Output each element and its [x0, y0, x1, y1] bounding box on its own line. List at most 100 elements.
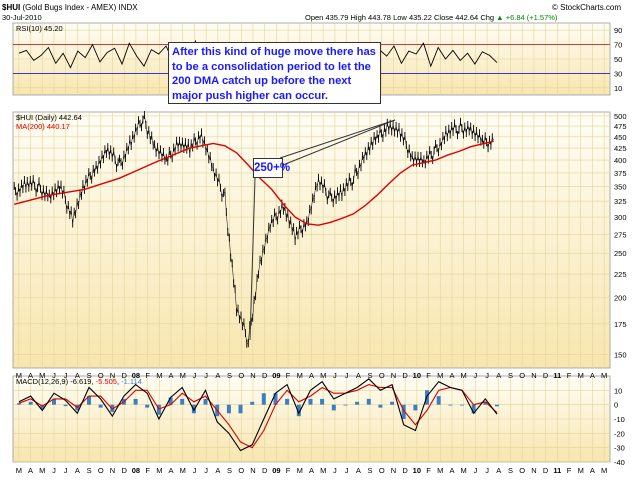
- macd-x-tick-label: J: [193, 466, 197, 475]
- macd-histogram-bar: [495, 404, 499, 407]
- x-tick-label: N: [531, 371, 536, 380]
- macd-histogram-bar: [133, 398, 138, 405]
- macd-histogram-bar: [308, 398, 313, 405]
- macd-histogram-bar: [378, 404, 383, 408]
- macd-x-tick-label: A: [75, 466, 80, 475]
- x-tick-label: J: [52, 371, 56, 380]
- macd-x-tick-label: J: [52, 466, 56, 475]
- macd-x-tick-label: D: [262, 466, 268, 475]
- x-tick-label: D: [402, 371, 408, 380]
- macd-y-tick: -30: [614, 444, 625, 453]
- x-tick-label: 10: [413, 371, 421, 380]
- macd-x-tick-label: F: [426, 466, 431, 475]
- x-tick-label: M: [39, 371, 45, 380]
- price-y-tick: 300: [614, 213, 627, 222]
- macd-x-tick-label: J: [345, 466, 349, 475]
- macd-x-tick-label: F: [286, 466, 291, 475]
- x-tick-label: F: [286, 371, 291, 380]
- x-tick-label: O: [519, 371, 525, 380]
- callout-pointer-upper: [279, 119, 396, 159]
- price-y-tick: 250: [614, 249, 627, 258]
- macd-x-tick-label: A: [215, 466, 220, 475]
- x-tick-label: F: [567, 371, 572, 380]
- x-tick-label: D: [543, 371, 549, 380]
- x-tick-label: M: [461, 371, 467, 380]
- x-tick-label: J: [345, 371, 349, 380]
- price-y-tick: 275: [614, 230, 627, 239]
- macd-histogram-bar: [483, 401, 488, 405]
- macd-x-tick-label: M: [39, 466, 45, 475]
- rsi-y-tick: 10: [614, 84, 622, 93]
- macd-x-tick-label: S: [227, 466, 232, 475]
- rsi-y-tick: 50: [614, 55, 622, 64]
- macd-histogram-bar: [156, 404, 161, 415]
- macd-histogram-bar: [238, 404, 243, 414]
- price-y-tick: 375: [614, 169, 627, 178]
- macd-x-tick-label: M: [461, 466, 467, 475]
- x-tick-label: A: [496, 371, 501, 380]
- macd-x-tick-label: N: [110, 466, 115, 475]
- macd-x-tick-label: J: [485, 466, 489, 475]
- macd-x-tick-label: N: [531, 466, 536, 475]
- macd-x-tick-label: N: [391, 466, 396, 475]
- exchange: INDX: [118, 3, 138, 12]
- x-tick-label: D: [121, 371, 127, 380]
- rsi-y-tick: 70: [614, 41, 622, 50]
- x-tick-label: J: [474, 371, 478, 380]
- x-tick-label: N: [250, 371, 255, 380]
- macd-histogram-bar: [343, 404, 348, 406]
- macd-x-tick-label: A: [590, 466, 595, 475]
- macd-histogram-bar: [285, 398, 290, 405]
- macd-histogram-bar: [98, 404, 103, 408]
- macd-line: [18, 378, 498, 452]
- macd-histogram-bar: [168, 397, 173, 405]
- low-label: Low: [393, 13, 407, 22]
- macd-legend-name: MACD(12,26,9): [16, 377, 69, 386]
- macd-histogram-bar: [296, 404, 301, 417]
- x-tick-label: F: [145, 371, 150, 380]
- x-tick-label: M: [297, 371, 303, 380]
- macd-histogram-bar: [448, 404, 453, 406]
- macd-histogram-bar: [471, 404, 476, 414]
- chg-arrow-icon: ▲: [496, 13, 504, 22]
- macd-x-tick-label: S: [508, 466, 513, 475]
- x-tick-label: M: [156, 371, 162, 380]
- macd-x-tick-label: F: [567, 466, 572, 475]
- macd-x-tick-label: A: [28, 466, 33, 475]
- macd-x-tick-label: J: [64, 466, 68, 475]
- x-tick-label: J: [485, 371, 489, 380]
- x-tick-label: M: [437, 371, 443, 380]
- macd-x-tick-label: O: [238, 466, 244, 475]
- price-y-tick: 325: [614, 197, 627, 206]
- macd-histogram-bar: [261, 393, 266, 405]
- price-y-tick: 425: [614, 144, 627, 153]
- x-tick-label: S: [368, 371, 373, 380]
- macd-histogram-bar: [40, 404, 45, 409]
- date-label: 30-Jul-2010: [2, 13, 42, 22]
- x-tick-label: A: [75, 371, 80, 380]
- x-tick-label: N: [110, 371, 115, 380]
- price-y-tick: 350: [614, 183, 627, 192]
- macd-histogram-bar: [436, 396, 441, 405]
- high-label: High: [350, 13, 366, 22]
- macd-y-tick: 0: [614, 401, 618, 410]
- macd-y-tick: -20: [614, 429, 625, 438]
- symbol-desc: (Gold Bugs Index - AMEX): [22, 3, 117, 12]
- price-y-tick: 475: [614, 122, 627, 131]
- macd-x-tick-label: D: [402, 466, 408, 475]
- x-tick-label: M: [16, 371, 22, 380]
- macd-legend-v1: -6.619: [70, 377, 92, 386]
- price-legend: $HUI (Daily) 442.64: [16, 113, 82, 122]
- macd-x-tick-label: 10: [413, 466, 421, 475]
- macd-x-tick-label: A: [309, 466, 314, 475]
- x-tick-label: J: [64, 371, 68, 380]
- price-y-tick: 175: [614, 320, 627, 329]
- macd-histogram-bar: [226, 404, 231, 414]
- macd-x-tick-label: M: [320, 466, 326, 475]
- macd-x-tick-label: O: [519, 466, 525, 475]
- close-label: Close: [433, 13, 454, 22]
- rsi-legend: RSI(10) 45.20: [16, 24, 63, 33]
- x-tick-label: 11: [553, 371, 561, 380]
- macd-x-tick-label: M: [578, 466, 584, 475]
